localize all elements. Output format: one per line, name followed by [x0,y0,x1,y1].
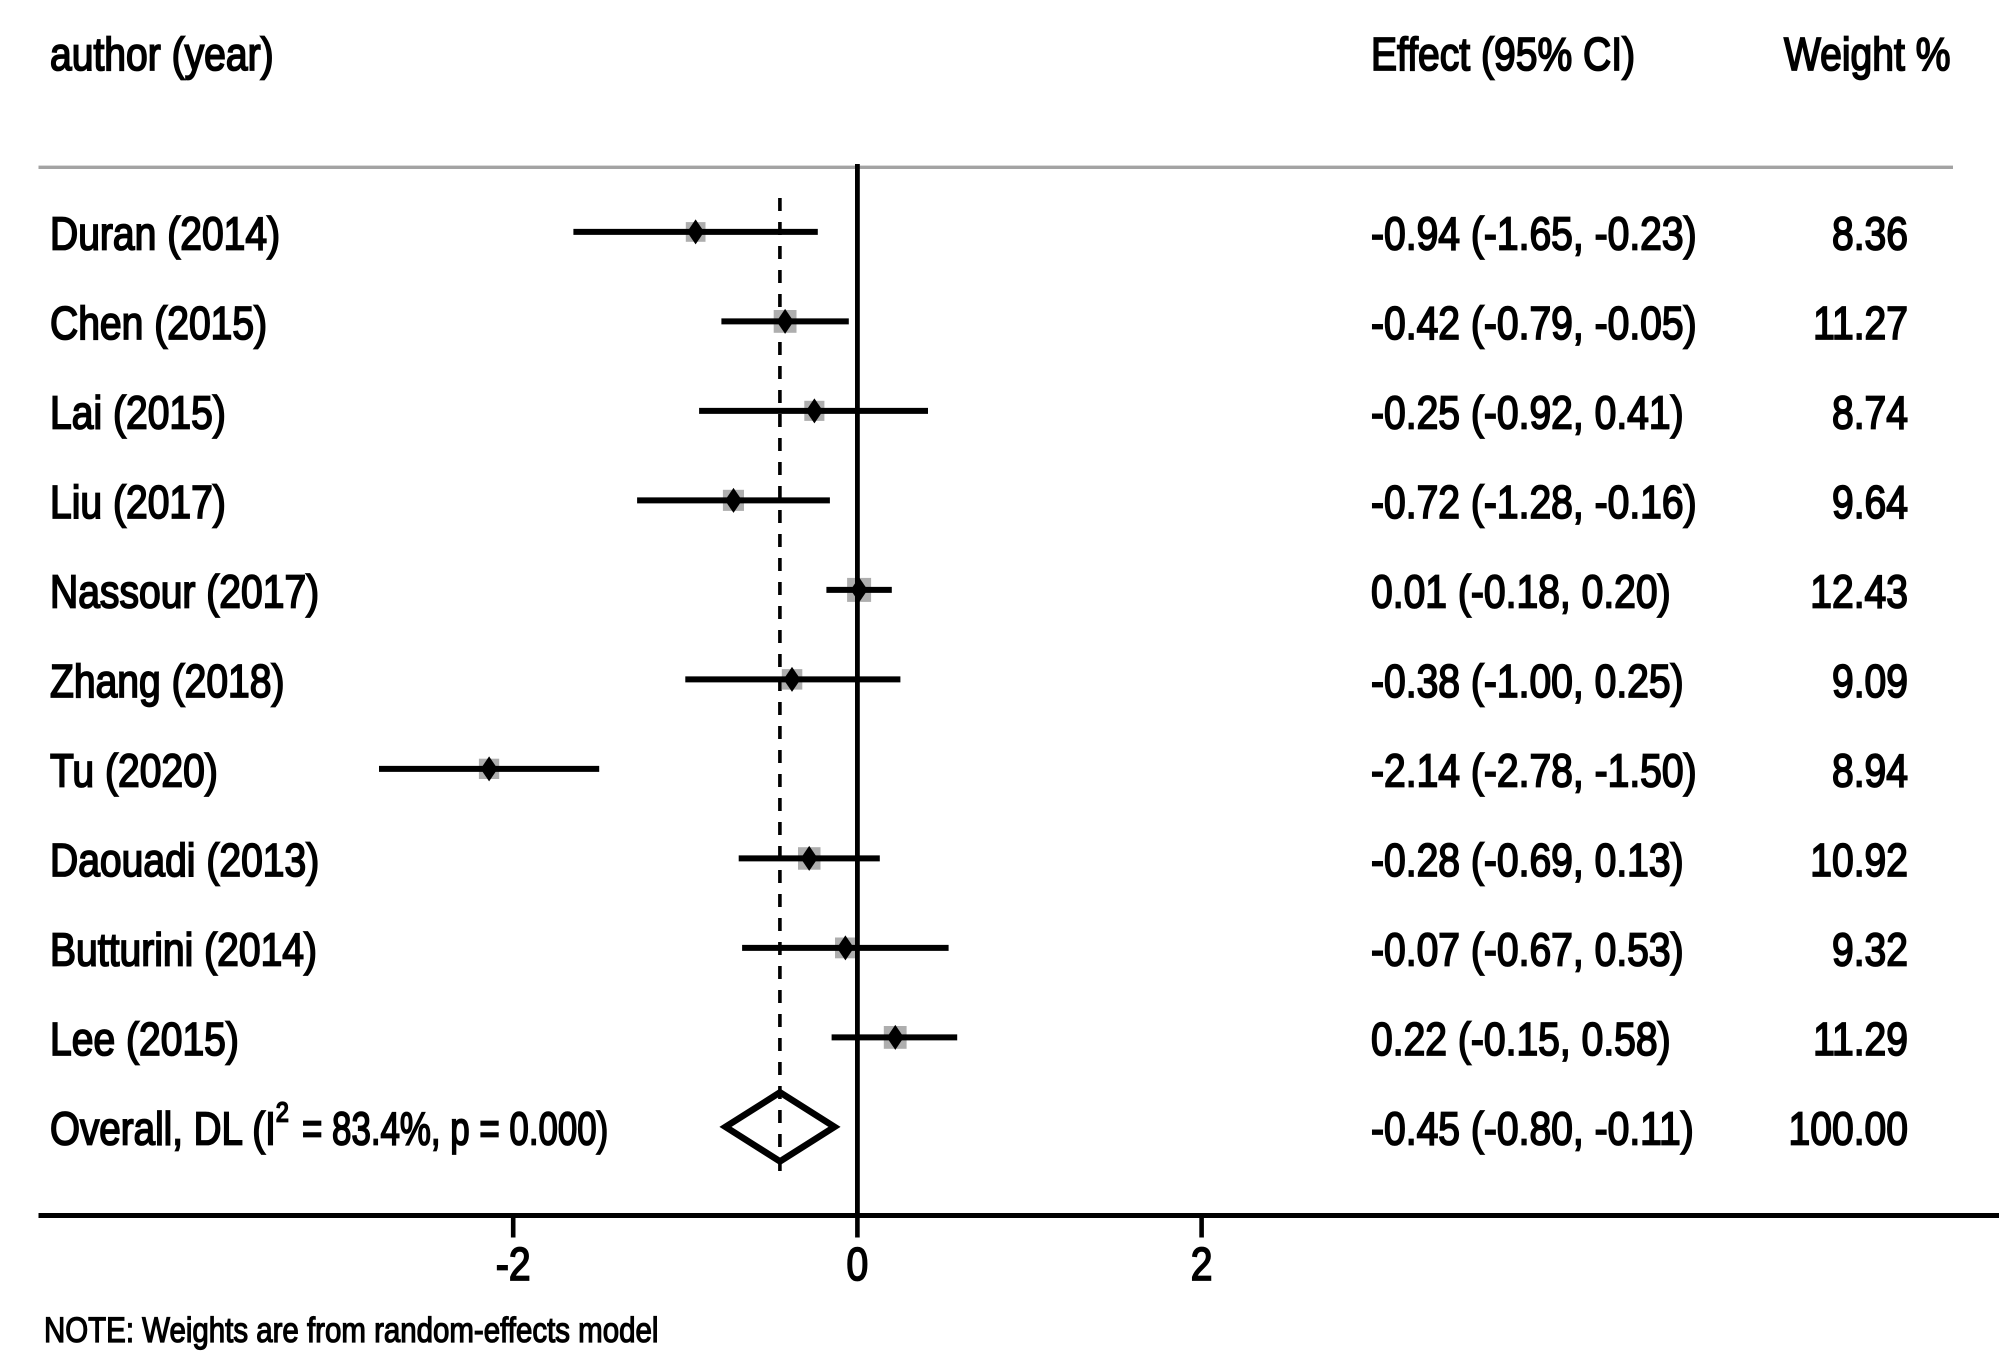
svg-text:Duran (2014): Duran (2014) [50,208,280,260]
svg-text:Liu (2017): Liu (2017) [50,477,226,529]
svg-text:-0.45 (-0.80, -0.11): -0.45 (-0.80, -0.11) [1371,1103,1694,1155]
svg-text:-2.14 (-2.78, -1.50): -2.14 (-2.78, -1.50) [1371,745,1697,797]
svg-text:NOTE: Weights are from random-: NOTE: Weights are from random-effects mo… [44,1309,658,1349]
svg-text:Overall, DL (I2: Overall, DL (I2 [50,1097,289,1155]
svg-text:= 83.4%, p = 0.000): = 83.4%, p = 0.000) [302,1103,608,1155]
svg-text:Lai (2015): Lai (2015) [50,387,226,439]
svg-text:9.32: 9.32 [1832,924,1908,976]
svg-text:0.22 (-0.15, 0.58): 0.22 (-0.15, 0.58) [1371,1014,1671,1066]
svg-text:-0.28 (-0.69, 0.13): -0.28 (-0.69, 0.13) [1371,835,1684,887]
svg-text:11.29: 11.29 [1813,1014,1908,1066]
svg-text:Weight %: Weight % [1784,29,1950,81]
svg-text:9.64: 9.64 [1832,477,1908,529]
svg-text:-0.25 (-0.92, 0.41): -0.25 (-0.92, 0.41) [1371,387,1684,439]
svg-text:Tu (2020): Tu (2020) [50,745,218,797]
svg-text:8.94: 8.94 [1832,745,1908,797]
svg-text:2: 2 [1191,1239,1213,1291]
svg-text:Butturini (2014): Butturini (2014) [50,924,317,976]
svg-text:Daouadi (2013): Daouadi (2013) [50,835,319,887]
svg-text:8.74: 8.74 [1832,387,1908,439]
svg-text:11.27: 11.27 [1813,298,1908,350]
svg-text:Nassour (2017): Nassour (2017) [50,566,319,618]
svg-text:100.00: 100.00 [1789,1103,1908,1155]
svg-text:Effect (95% CI): Effect (95% CI) [1371,29,1635,81]
svg-text:-2: -2 [496,1239,531,1291]
svg-text:Lee (2015): Lee (2015) [50,1014,239,1066]
svg-text:Zhang (2018): Zhang (2018) [50,656,284,708]
svg-text:0: 0 [847,1239,869,1291]
svg-text:-0.42 (-0.79, -0.05): -0.42 (-0.79, -0.05) [1371,298,1697,350]
svg-text:Chen (2015): Chen (2015) [50,298,267,350]
svg-text:0.01 (-0.18, 0.20): 0.01 (-0.18, 0.20) [1371,566,1671,618]
svg-text:12.43: 12.43 [1810,566,1908,618]
svg-text:-0.94 (-1.65, -0.23): -0.94 (-1.65, -0.23) [1371,208,1697,260]
svg-text:author (year): author (year) [50,29,274,81]
svg-text:-0.38 (-1.00, 0.25): -0.38 (-1.00, 0.25) [1371,656,1684,708]
svg-text:10.92: 10.92 [1810,835,1908,887]
svg-text:-0.07 (-0.67, 0.53): -0.07 (-0.67, 0.53) [1371,924,1684,976]
svg-text:-0.72 (-1.28, -0.16): -0.72 (-1.28, -0.16) [1371,477,1697,529]
svg-text:8.36: 8.36 [1832,208,1908,260]
svg-text:9.09: 9.09 [1832,656,1908,708]
